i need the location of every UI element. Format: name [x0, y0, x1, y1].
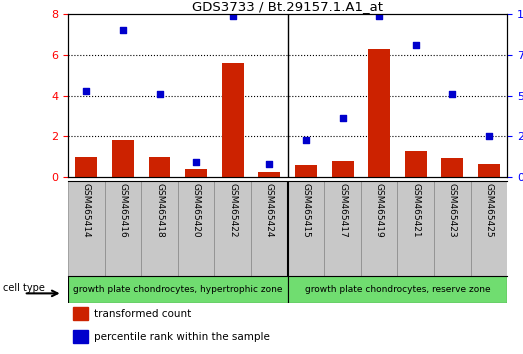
Bar: [361, 181, 397, 276]
Bar: [258, 172, 280, 177]
Bar: [214, 181, 251, 276]
Bar: [478, 164, 500, 177]
Bar: [251, 181, 288, 276]
Bar: [288, 276, 507, 303]
Bar: [112, 140, 134, 177]
Point: [338, 115, 347, 121]
Point: [265, 161, 274, 167]
Text: GSM465416: GSM465416: [118, 183, 128, 238]
Text: GSM465414: GSM465414: [82, 183, 91, 238]
Text: GSM465424: GSM465424: [265, 183, 274, 238]
Text: transformed count: transformed count: [94, 309, 191, 319]
Point: [155, 91, 164, 97]
Text: GSM465420: GSM465420: [191, 183, 201, 238]
Point: [412, 42, 420, 48]
Bar: [434, 181, 471, 276]
Bar: [75, 156, 97, 177]
Text: cell type: cell type: [4, 283, 46, 293]
Bar: [73, 330, 88, 343]
Bar: [68, 276, 288, 303]
Text: GSM465418: GSM465418: [155, 183, 164, 238]
Bar: [73, 307, 88, 320]
Point: [119, 28, 127, 33]
Text: GSM465415: GSM465415: [301, 183, 311, 238]
Bar: [185, 169, 207, 177]
Bar: [68, 181, 105, 276]
Bar: [178, 181, 214, 276]
Bar: [295, 165, 317, 177]
Bar: [288, 181, 324, 276]
Point: [229, 13, 237, 19]
Point: [448, 91, 457, 97]
Bar: [332, 161, 354, 177]
Bar: [405, 150, 427, 177]
Title: GDS3733 / Bt.29157.1.A1_at: GDS3733 / Bt.29157.1.A1_at: [192, 0, 383, 13]
Bar: [397, 181, 434, 276]
Bar: [368, 49, 390, 177]
Bar: [105, 181, 141, 276]
Text: GSM465423: GSM465423: [448, 183, 457, 238]
Point: [302, 137, 310, 142]
Bar: [441, 158, 463, 177]
Text: GSM465421: GSM465421: [411, 183, 420, 238]
Bar: [471, 181, 507, 276]
Point: [192, 160, 200, 165]
Text: GSM465417: GSM465417: [338, 183, 347, 238]
Point: [485, 133, 493, 139]
Bar: [141, 181, 178, 276]
Text: GSM465419: GSM465419: [374, 183, 384, 238]
Text: growth plate chondrocytes, reserve zone: growth plate chondrocytes, reserve zone: [305, 285, 490, 294]
Point: [82, 88, 90, 93]
Bar: [324, 181, 361, 276]
Text: growth plate chondrocytes, hypertrophic zone: growth plate chondrocytes, hypertrophic …: [73, 285, 282, 294]
Text: GSM465422: GSM465422: [228, 183, 237, 238]
Bar: [222, 63, 244, 177]
Text: GSM465425: GSM465425: [484, 183, 494, 238]
Text: percentile rank within the sample: percentile rank within the sample: [94, 332, 270, 342]
Point: [375, 13, 383, 19]
Bar: [149, 156, 170, 177]
